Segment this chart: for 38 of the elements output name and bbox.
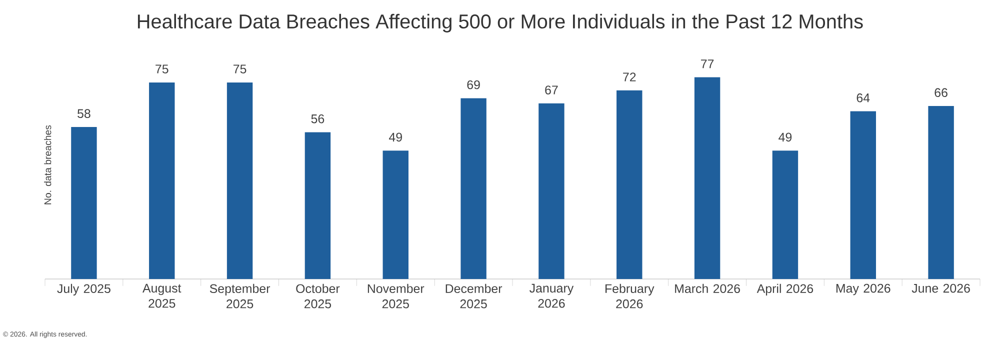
- x-tick-label: March 2026: [675, 284, 740, 294]
- data-label: 77: [701, 60, 714, 68]
- bar: [149, 82, 175, 279]
- data-label: 49: [388, 132, 402, 142]
- data-label: 58: [78, 109, 90, 118]
- x-tick-label: July 2025: [57, 284, 110, 296]
- x-tick-label: December 2025: [446, 284, 502, 308]
- bar: [772, 150, 798, 279]
- x-tick-label: October 2025: [296, 284, 340, 308]
- bar: [382, 150, 408, 279]
- chart-title: Healthcare Data Breaches Affecting 500 or More Individuals in the Past 12 Months: [138, 14, 863, 32]
- data-label: 72: [623, 72, 636, 82]
- data-label: 66: [934, 88, 948, 98]
- x-tick-label: November 2025: [368, 284, 424, 308]
- data-label: 69: [467, 80, 480, 90]
- bar: [226, 82, 253, 279]
- bar: [928, 106, 954, 279]
- x-tick-label: June 2026: [912, 284, 970, 293]
- data-label: 67: [545, 86, 558, 94]
- data-label: 75: [234, 64, 246, 74]
- data-label: 75: [156, 64, 168, 74]
- data-label: 49: [778, 132, 792, 142]
- x-tick-label: August 2025: [142, 284, 182, 308]
- x-tick-label: May 2026: [836, 284, 890, 296]
- y-axis-title: No. data breaches: [44, 125, 52, 204]
- bar: [460, 98, 486, 279]
- bar: [694, 77, 720, 279]
- x-tick-label: April 2026: [756, 284, 814, 296]
- bar: [616, 90, 642, 279]
- data-label: 64: [856, 93, 870, 102]
- bar: [538, 103, 564, 279]
- bar: [71, 127, 97, 279]
- bar: [850, 111, 876, 279]
- x-tick-label: September 2025: [210, 284, 270, 308]
- data-label: 56: [311, 114, 324, 124]
- bar: [304, 132, 331, 279]
- x-tick-label: January 2026: [530, 284, 574, 308]
- x-tick-label: February 2026: [605, 284, 654, 308]
